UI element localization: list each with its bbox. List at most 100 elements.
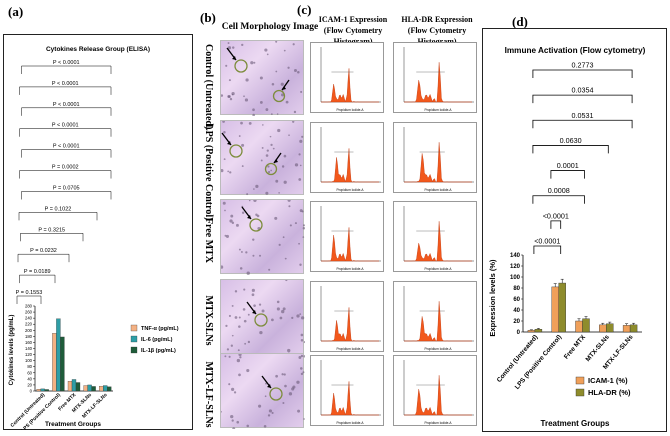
cell-dot — [229, 97, 233, 101]
chart-a-bar — [71, 379, 77, 392]
cell-dot — [287, 348, 291, 353]
chart-d-sig-label: <0.0001 — [534, 237, 560, 246]
histogram-drawing: Propidium Iodide-A — [403, 47, 474, 112]
hla-header-line1: HLA-DR Expression — [401, 15, 473, 24]
cell-dot — [272, 147, 275, 150]
chart-d-sig-bracket — [550, 170, 585, 179]
cell-dot — [298, 242, 300, 245]
cell-dot — [276, 307, 280, 311]
chart-d-bar — [534, 329, 543, 333]
cell-dot — [302, 224, 306, 227]
cell-dot — [287, 198, 291, 202]
microscopy-drawing — [225, 278, 306, 356]
cell-dot — [252, 113, 255, 117]
hist-peaks — [321, 227, 379, 262]
cell-dot — [284, 384, 287, 388]
chart-a-sig-bracket — [19, 274, 56, 284]
arrow-head-icon — [247, 215, 251, 219]
cell-dot — [244, 98, 249, 102]
hist-axis-label: Propidium Iodide-A — [424, 421, 452, 425]
cell-dot — [238, 316, 241, 319]
hla-histogram: Propidium Iodide-A — [393, 122, 477, 193]
chart-a-ytick-label: 140 — [25, 346, 33, 351]
highlight-circle — [229, 144, 243, 158]
cell-dot — [294, 222, 297, 225]
hla-histogram: Propidium Iodide-A — [393, 281, 477, 352]
cell-dot — [293, 110, 297, 114]
cell-dot — [261, 309, 265, 313]
cell-dot — [262, 124, 264, 126]
hist-axis-label: Propidium Iodide-A — [336, 108, 364, 112]
cell-dot — [220, 169, 224, 173]
icam-header-line2: (Flow Cytometry Histogram) — [323, 26, 383, 46]
hist-axis-label: Propidium Iodide-A — [336, 347, 364, 351]
cell-dot — [234, 316, 238, 319]
chart-d-xtick-label: LPS (Positive Control) — [514, 334, 563, 391]
chart-a-legend-label: IL-6 (pg/mL) — [141, 337, 173, 343]
cell-dot — [275, 179, 279, 183]
cell-dot — [300, 354, 304, 358]
cell-dot — [285, 100, 289, 104]
chart-d-ytick-label: 60 — [513, 297, 520, 303]
cell-dot — [243, 95, 245, 98]
chart-a-sig-label: P < 0.0001 — [53, 60, 80, 66]
hla-header: HLA-DR Expression (Flow Cytometry Histog… — [392, 14, 482, 47]
chart-a-sig-bracket — [17, 253, 70, 263]
chart-d-sig-bracket — [532, 119, 633, 129]
microscopy-image — [220, 352, 306, 431]
highlight-circle — [269, 387, 283, 401]
cell-dot — [238, 325, 241, 328]
chart-a-ytick-label: 180 — [25, 334, 33, 339]
cell-dot — [238, 373, 241, 377]
histogram-drawing: Propidium Iodide-A — [403, 286, 474, 351]
histogram-drawing: Propidium Iodide-A — [403, 127, 474, 192]
cell-dot — [258, 303, 262, 306]
cell-dot — [245, 251, 248, 254]
chart-a-sig-bracket — [20, 233, 84, 242]
cell-dot — [250, 61, 254, 65]
cell-dot — [284, 257, 287, 260]
histogram-drawing: Propidium Iodide-A — [320, 286, 381, 351]
chart-a-sig-label: P = 0.1022 — [45, 206, 72, 212]
cell-dot — [245, 78, 249, 82]
chart-a-sig-bracket — [19, 170, 112, 179]
row-label: MTX-SLNs — [203, 295, 214, 346]
cell-dot — [219, 265, 224, 269]
cell-dot — [226, 348, 230, 351]
arrow-head-icon — [282, 86, 286, 90]
arrow-head-icon — [232, 56, 236, 60]
chart-a-ytick-label: 100 — [25, 358, 33, 363]
chart-a-legend-swatch — [130, 324, 138, 332]
cell-dot — [303, 418, 305, 420]
chart-a-sig-label: P = 0.0705 — [53, 185, 80, 191]
chart-a-sig-label: P < 0.0001 — [52, 123, 79, 129]
chart-a-sig-bracket — [21, 107, 112, 116]
chart-d-ytick-label: 0 — [517, 330, 521, 336]
cell-dot — [281, 165, 285, 168]
cell-dot — [282, 236, 285, 239]
chart-d-ytick-label: 100 — [510, 275, 521, 281]
chart-d-bar — [582, 318, 590, 333]
cell-dot — [225, 324, 228, 328]
chart-a-ytick-label: 280 — [25, 304, 33, 309]
cell-dot — [222, 120, 225, 123]
chart-d-legend-swatch — [575, 388, 585, 397]
immune-activation-chart: Immune Activation (Flow cytometry) 0 20 40 6… — [488, 46, 646, 428]
cell-dot — [224, 355, 227, 358]
cell-dot — [259, 254, 262, 257]
chart-a-ytick-label: 40 — [27, 376, 32, 381]
cell-dot — [302, 371, 305, 374]
cell-dot — [229, 171, 232, 174]
cell-dot — [259, 76, 263, 80]
chart-d-xlabel: Treatment Groups — [541, 419, 610, 428]
cell-dot — [265, 154, 269, 157]
chart-d-ytick-label: 120 — [510, 264, 521, 270]
cell-dot — [268, 170, 271, 174]
microscopy-image — [219, 198, 306, 275]
chart-d-sig-label: <0.0001 — [543, 211, 569, 220]
hist-axis-label: Propidium Iodide-A — [424, 267, 452, 271]
cell-dot — [234, 290, 238, 293]
chart-a-legend-swatch — [130, 346, 138, 354]
highlight-circle — [254, 313, 268, 327]
panel-a-frame — [3, 34, 193, 430]
